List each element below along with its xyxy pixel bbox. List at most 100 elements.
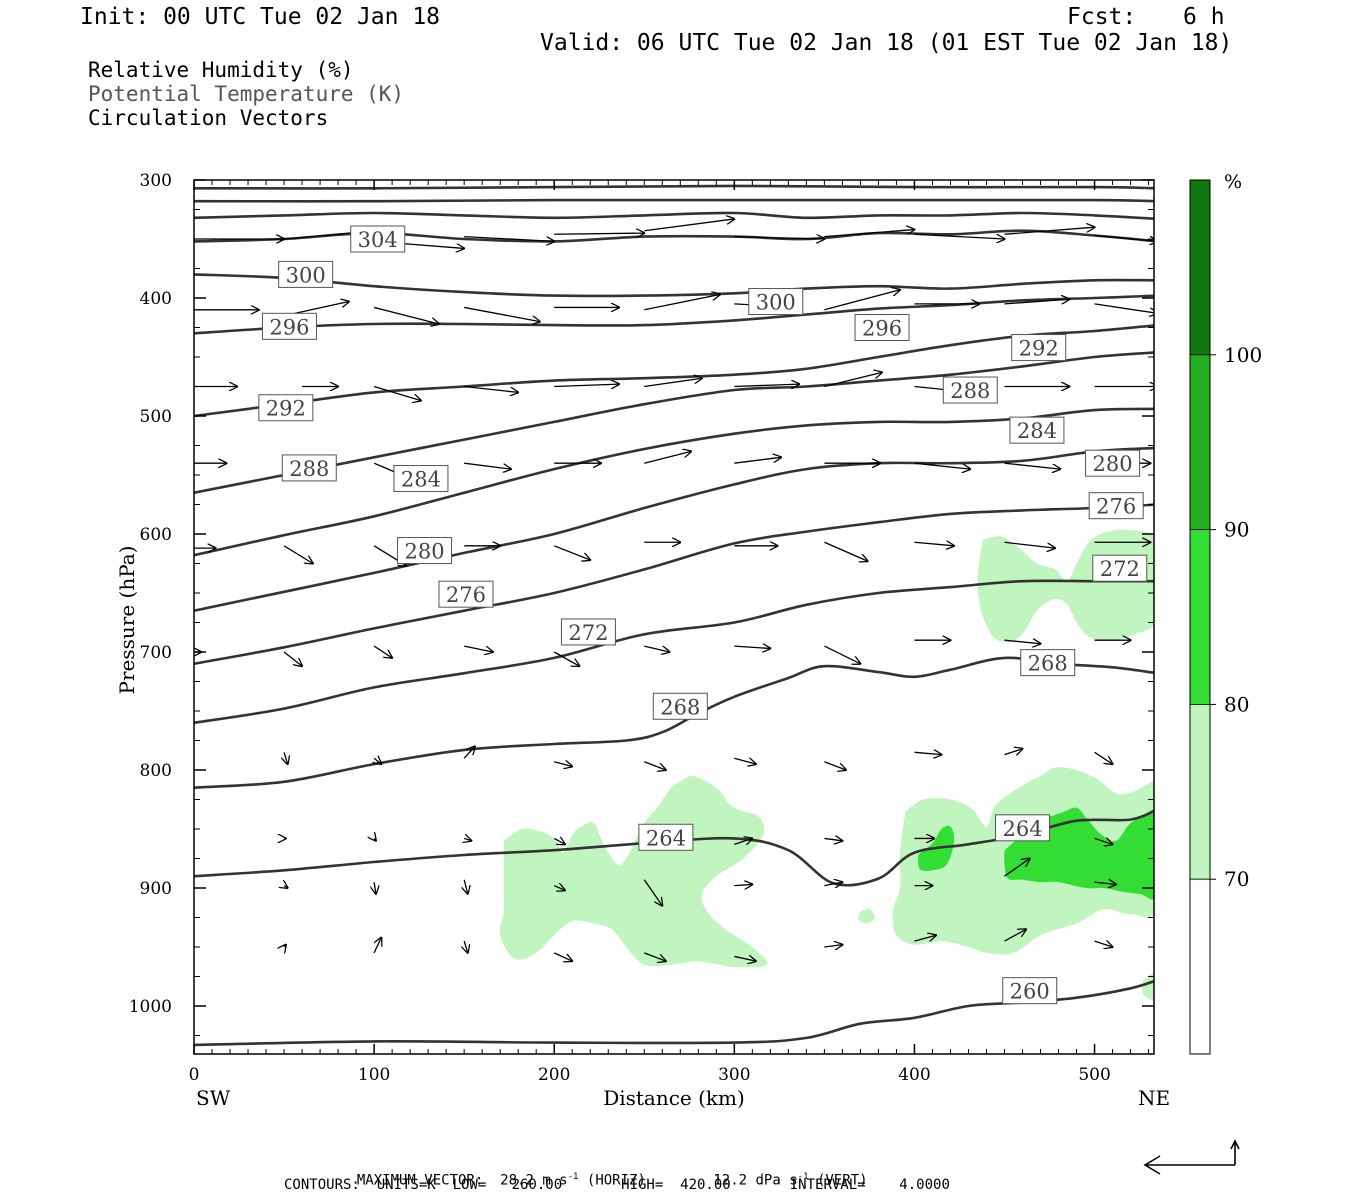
theta-contour-label: 292: [258, 394, 314, 422]
theta-contour-label: 300: [278, 260, 334, 288]
circulation-vector: [373, 938, 381, 954]
theta-contour-label: 292: [1011, 334, 1067, 362]
init-time: Init: 00 UTC Tue 02 Jan 18: [80, 4, 441, 30]
theta-contour-label: 260: [1002, 977, 1058, 1005]
theta-contour-label: 288: [281, 454, 337, 482]
circulation-vector: [464, 645, 493, 652]
circulation-vector: [1094, 303, 1154, 313]
circulation-vector: [554, 762, 572, 767]
circulation-vector: [1004, 859, 1030, 877]
circulation-vector: [464, 462, 511, 469]
circulation-vector: [644, 294, 720, 311]
colorbar: 100 90 80 70%: [1189, 171, 1262, 1055]
y-tick-label: 500: [140, 407, 172, 427]
forecast-hour-label: Fcst:: [1067, 4, 1137, 30]
x-right-label: NE: [1138, 1086, 1170, 1110]
svg-text:292: 292: [1019, 337, 1059, 361]
theta-contour-label: 272: [1092, 554, 1148, 582]
svg-text:264: 264: [1002, 817, 1042, 841]
svg-text:284: 284: [401, 468, 441, 492]
theta-contour-label: 296: [261, 312, 317, 340]
theta-contour-312: [194, 198, 1154, 203]
max-vector-note: MAXIMUM VECTOR: 28.2 m s-1 (HORIZ) 12.2 …: [340, 1159, 868, 1188]
circulation-vector: [1094, 941, 1113, 947]
circulation-vector: [1094, 234, 1154, 241]
x-tick-label: 200: [538, 1065, 570, 1085]
max-vert-exponent: -1: [797, 1172, 809, 1182]
legend-circulation-vectors: Circulation Vectors: [88, 106, 329, 130]
x-tick-label: 300: [718, 1065, 750, 1085]
svg-text:268: 268: [1028, 652, 1068, 676]
circulation-vector: [1004, 462, 1061, 469]
axes: 300 400 500 600 700 800 900 1000 0 100 200 300 400 50…: [115, 171, 1170, 1110]
circulation-vector: [644, 645, 669, 652]
circulation-vector: [824, 945, 842, 947]
circulation-vector: [1004, 299, 1070, 305]
svg-text:292: 292: [266, 397, 306, 421]
circulation-vector: [824, 230, 914, 238]
circulation-vector: [824, 645, 860, 664]
max-vert-value: 12.2: [713, 1172, 748, 1189]
plot-frame: [193, 179, 1155, 1055]
circulation-vector: [643, 879, 662, 906]
circulation-vector: [373, 645, 392, 658]
circulation-vector: [1004, 541, 1055, 548]
theta-contour-label: 276: [438, 580, 494, 608]
y-tick-label: 1000: [129, 997, 172, 1017]
theta-contour-label: 280: [397, 537, 453, 565]
theta-contour-label: 284: [393, 465, 449, 493]
circulation-vector: [554, 233, 644, 234]
circulation-vector: [1094, 751, 1113, 764]
circulation-vector: [824, 838, 842, 840]
max-vert-unit: dPa s: [755, 1172, 798, 1189]
rh-area-70-80: [499, 775, 768, 968]
theta-contour-260: [194, 979, 1154, 1047]
circulation-vector: [824, 541, 867, 561]
max-horiz-tag: (HORIZ): [586, 1172, 646, 1189]
colorbar-segment: [1189, 179, 1211, 356]
circulation-vector: [284, 945, 286, 947]
circulation-vector: [914, 935, 936, 941]
svg-text:296: 296: [269, 315, 309, 339]
circulation-vector: [914, 752, 941, 754]
theta-contour-280: [194, 446, 1154, 612]
rh-area-70-80: [858, 909, 875, 924]
x-left-label: SW: [196, 1086, 231, 1110]
y-tick-label: 600: [140, 525, 172, 545]
circulation-vector: [553, 886, 565, 891]
svg-text:276: 276: [446, 583, 486, 607]
theta-contour-308: [194, 211, 1154, 220]
theta-contour-288: [194, 351, 1154, 494]
circulation-vector: [734, 646, 770, 648]
circulation-vector: [644, 378, 702, 388]
circulation-vector: [914, 542, 954, 546]
circulation-vector: [914, 462, 970, 469]
colorbar-segment: [1189, 878, 1211, 1055]
circulation-vector: [644, 451, 691, 464]
theta-contour-296: [194, 294, 1154, 335]
circulation-vector: [464, 838, 471, 840]
theta-contour-300: [194, 273, 1154, 298]
x-axis-label: Distance (km): [603, 1086, 745, 1110]
circulation-vector: [824, 761, 846, 770]
svg-text:288: 288: [950, 379, 990, 403]
circulation-vector: [1094, 838, 1113, 844]
forecast-hour-value: 6 h: [1183, 4, 1225, 30]
circulation-vector: [284, 752, 288, 764]
y-tick-label: 800: [140, 761, 172, 781]
circulation-vector: [734, 457, 781, 464]
colorbar-tick-label: 90: [1224, 518, 1249, 542]
theta-contour-268: [194, 656, 1154, 789]
circulation-vector: [464, 306, 540, 321]
theta-contour-304: [194, 229, 1154, 243]
theta-contour-label: 264: [995, 814, 1051, 842]
contour-info: CONTOURS: UNITS=K LOW= 260.00 HIGH= 420.…: [284, 1177, 950, 1193]
circulation-vector: [644, 219, 734, 232]
circulation-vectors: [194, 219, 1154, 961]
theta-contour-label: 304: [350, 225, 406, 253]
svg-text:300: 300: [286, 263, 326, 287]
svg-text:296: 296: [862, 317, 902, 341]
colorbar-tick-label: 70: [1224, 867, 1249, 891]
